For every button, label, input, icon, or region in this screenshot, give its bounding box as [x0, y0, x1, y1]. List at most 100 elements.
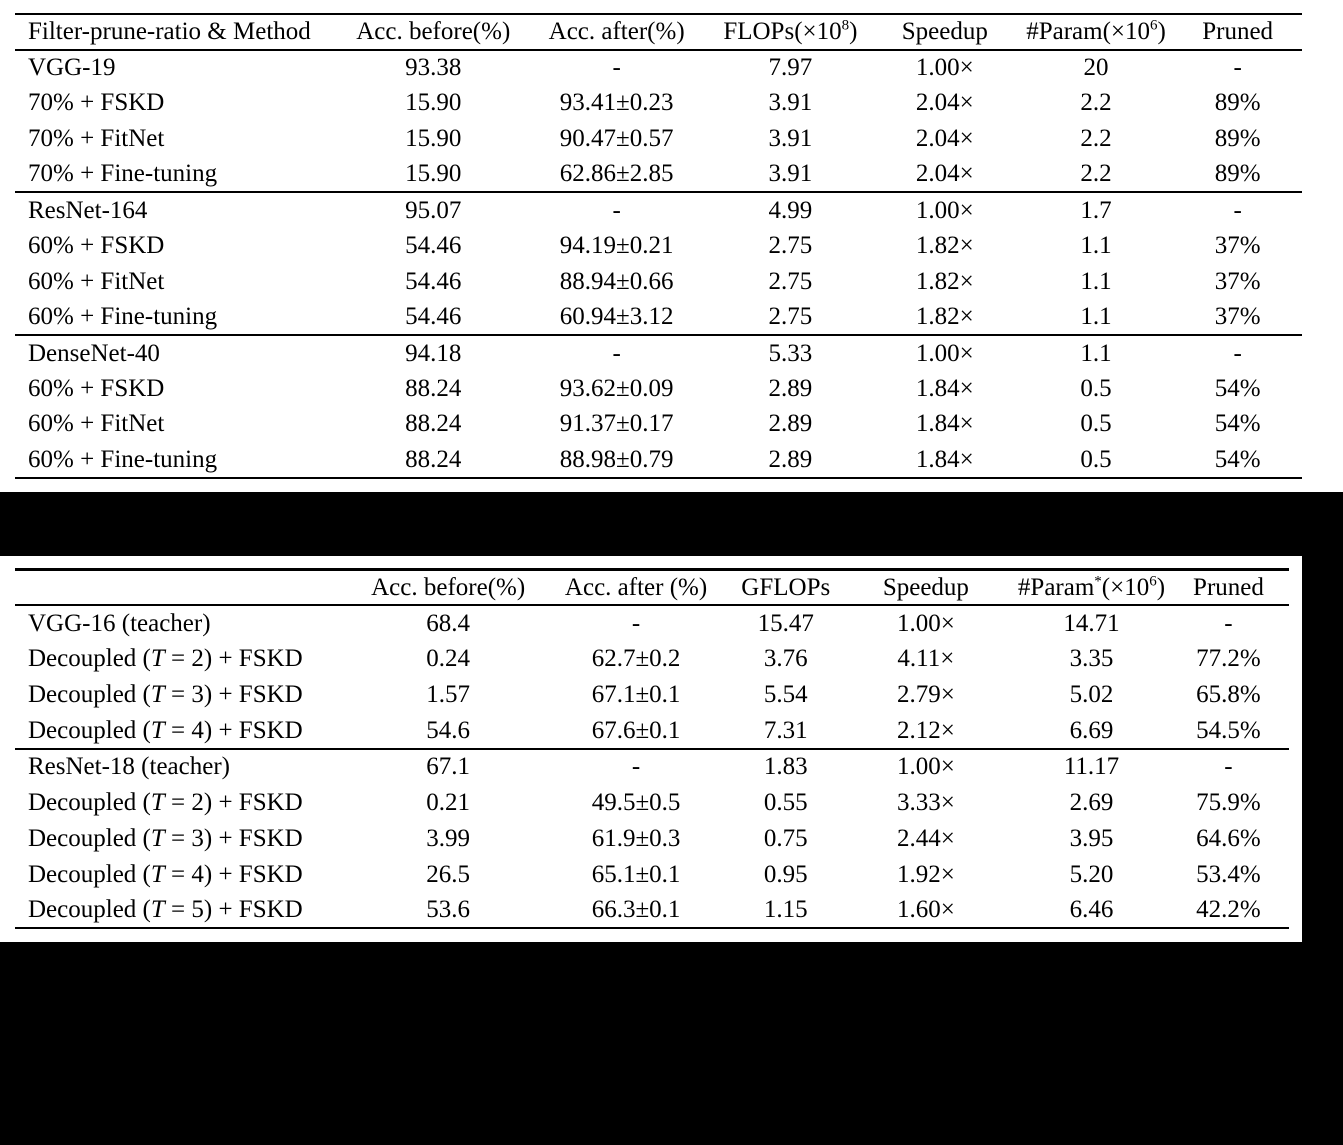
table-cell: 60% + Fine-tuning [28, 302, 218, 330]
table-cell: 5.33 [768, 339, 813, 367]
table-cell: VGG-19 [28, 54, 116, 82]
table-cell: 3.99 [426, 824, 471, 852]
table-header: Acc. before(%) Acc. after (%) GFLOPs Speedu… [15, 570, 1289, 606]
text-segment: Decoupled ( [28, 788, 151, 816]
text-segment: Speedup [882, 573, 969, 601]
table-cell: - [631, 609, 641, 637]
table-cell: 0.75 [763, 824, 808, 852]
text-segment: ) [1156, 573, 1166, 601]
table-cell: 94.18 [405, 339, 462, 367]
table-cell: 88.24 [405, 374, 462, 402]
table-cell: 89% [1214, 124, 1261, 152]
table-cell: 15.47 [757, 609, 814, 637]
table-row: 60% + FSKD 88.24 93.62±0.09 2.89 1.84× 0.5 54% [15, 371, 1302, 407]
table-row: VGG-19 93.38 - 7.97 1.00× 20 - [15, 50, 1302, 86]
table-cell: 2.44× [896, 824, 955, 852]
table2-panel: Acc. before(%) Acc. after (%) GFLOPs Speedu… [0, 556, 1302, 942]
text-segment: Decoupled ( [28, 895, 151, 923]
table-cell: 0.5 [1080, 410, 1112, 438]
table-cell: 1.82× [915, 231, 974, 259]
table-cell: 1.57 [426, 681, 471, 709]
table-cell: 1.84× [915, 410, 974, 438]
table-row: VGG-16 (teacher) 68.4 - 15.47 1.00× 14.71 - [15, 605, 1289, 641]
table-cell: 1.84× [915, 445, 974, 473]
table-cell: 53.4% [1196, 860, 1261, 888]
table-cell: 2.2 [1080, 160, 1112, 188]
header-row: Acc. before(%) Acc. after (%) GFLOPs Speedu… [15, 570, 1289, 606]
column-header: #Param*(×106) [1015, 570, 1168, 606]
column-header: GFLOPs [735, 570, 837, 606]
table-cell: 2.75 [768, 231, 813, 259]
table-cell: 90.47±0.57 [559, 124, 674, 152]
table-cell: DenseNet-40 [28, 339, 160, 367]
text-segment: Filter-prune-ratio & Method [28, 17, 311, 45]
table-cell: 94.19±0.21 [559, 231, 674, 259]
table-cell: 5.20 [1069, 860, 1114, 888]
table-cell: 70% + FitNet [28, 124, 165, 152]
text-segment: = 4) + FSKD [164, 860, 303, 888]
table-cell: Decoupled (T = 4) + FSKD [15, 713, 359, 749]
table-cell: 60% + FitNet [28, 410, 165, 438]
table-cell: - [1224, 609, 1233, 637]
superscript-text: 6 [1150, 17, 1158, 34]
table-cell: 2.04× [915, 124, 974, 152]
table-cell: 2.75 [768, 267, 813, 295]
table-cell: 2.89 [768, 374, 813, 402]
table-cell: 15.90 [405, 160, 462, 188]
table-body: VGG-16 (teacher) 68.4 - 15.47 1.00× 14.71 - Dec… [15, 605, 1289, 928]
table-cell: 37% [1214, 302, 1261, 330]
table-cell: 62.86±2.85 [559, 160, 674, 188]
table-cell: 1.1 [1080, 267, 1112, 295]
table-cell: 54.6 [426, 716, 471, 744]
table-row: Decoupled (T = 5) + FSKD 53.6 66.3±0.1 1.15… [15, 893, 1289, 929]
superscript-text: 8 [841, 17, 850, 34]
italic-text: T [150, 895, 165, 923]
table-cell: 3.35 [1069, 645, 1114, 673]
table-cell: 60% + FitNet [28, 267, 165, 295]
table-row: Decoupled (T = 4) + FSKD 26.5 65.1±0.1 0.95… [15, 857, 1289, 893]
table-cell: 1.1 [1080, 339, 1112, 367]
table-cell: - [1233, 339, 1242, 367]
decoupled-fskd-results-table: Acc. before(%) Acc. after (%) GFLOPs Speedu… [15, 568, 1289, 930]
column-header: Acc. before(%) [343, 14, 523, 50]
text-segment: ) [849, 17, 858, 45]
table-cell: 54.46 [405, 267, 462, 295]
table-cell: 5.54 [763, 681, 808, 709]
table-cell: 14.71 [1063, 609, 1120, 637]
table-cell: Decoupled (T = 4) + FSKD [15, 857, 359, 893]
table-cell: 1.00× [915, 339, 974, 367]
table-cell: 67.1±0.1 [591, 681, 681, 709]
italic-text: T [150, 716, 165, 744]
table-cell: 15.90 [405, 124, 462, 152]
table-cell: 1.84× [915, 374, 974, 402]
table-cell: 67.1 [426, 753, 471, 781]
table-row: 60% + Fine-tuning 88.24 88.98±0.79 2.89 1.84… [15, 442, 1302, 478]
text-segment: Decoupled ( [28, 824, 151, 852]
text-segment: Decoupled ( [28, 645, 151, 673]
table-cell: 2.75 [768, 302, 813, 330]
table-body: VGG-19 93.38 - 7.97 1.00× 20 - 70% + FSKD 15.90 9… [15, 50, 1302, 478]
text-segment: FLOPs(×10 [723, 17, 842, 45]
table-cell: 2.89 [768, 410, 813, 438]
superscript-text: * [1094, 573, 1102, 590]
table-cell: 1.60× [896, 895, 955, 923]
text-segment: Decoupled ( [28, 860, 151, 888]
table-cell: 93.62±0.09 [559, 374, 674, 402]
column-header [15, 570, 359, 606]
table-cell: 5.02 [1069, 681, 1114, 709]
table-row: 70% + Fine-tuning 15.90 62.86±2.85 3.91 2.04… [15, 157, 1302, 193]
table-cell: 3.91 [768, 124, 813, 152]
table-cell: 2.04× [915, 160, 974, 188]
table-cell: 2.2 [1080, 124, 1112, 152]
table-cell: 53.6 [426, 895, 471, 923]
text-segment: Acc. after(%) [548, 17, 685, 45]
italic-text: T [150, 645, 165, 673]
table-cell: 88.98±0.79 [559, 445, 674, 473]
header-row: Filter-prune-ratio & Method Acc. before(%… [15, 14, 1302, 50]
text-segment: Pruned [1193, 573, 1264, 601]
column-header: FLOPs(×108) [710, 14, 871, 50]
table-cell: 3.33× [896, 788, 955, 816]
table-cell: 61.9±0.3 [591, 824, 681, 852]
text-segment: = 3) + FSKD [164, 824, 303, 852]
table-header: Filter-prune-ratio & Method Acc. before(%… [15, 14, 1302, 50]
